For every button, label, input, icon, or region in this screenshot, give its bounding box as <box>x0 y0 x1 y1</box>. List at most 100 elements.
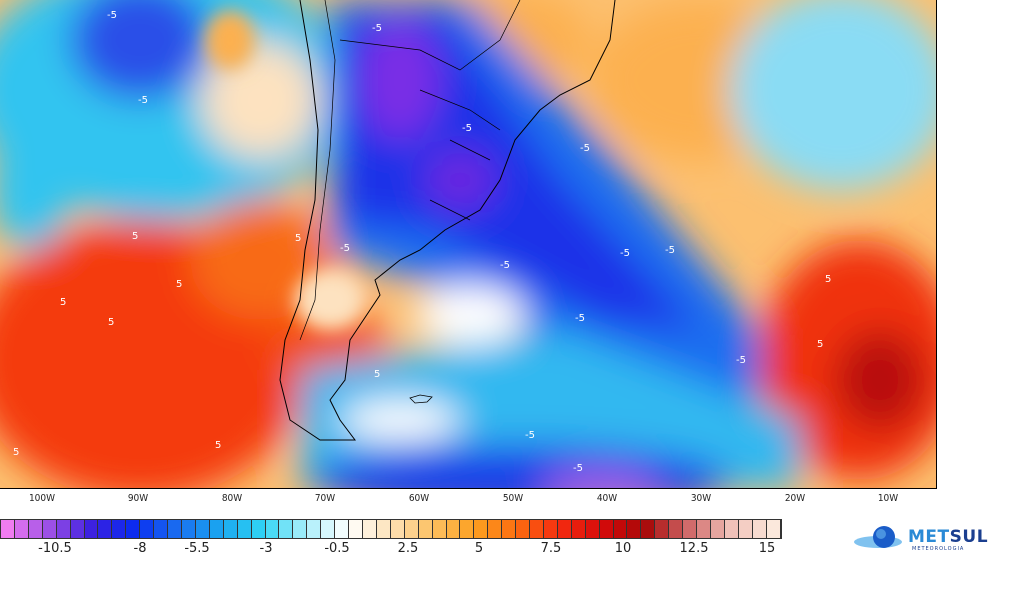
colorbar-swatch <box>1 520 15 538</box>
colorbar-swatch <box>42 520 57 538</box>
contour-label: -5 <box>736 355 746 366</box>
colorbar-swatch <box>28 520 43 538</box>
colorbar-tick-label: 5 <box>474 541 484 556</box>
colorbar-swatch <box>237 520 252 538</box>
contour-label: -5 <box>462 123 472 134</box>
colorbar-swatch <box>530 520 544 538</box>
colorbar-swatch <box>697 520 712 538</box>
contour-label: -5 <box>575 313 585 324</box>
country-borders <box>299 0 521 341</box>
contour-label: 5 <box>13 447 19 458</box>
colorbar-swatch <box>154 520 169 538</box>
longitude-label: 40W <box>596 493 618 504</box>
colorbar-tick-label: -3 <box>259 541 273 556</box>
colorbar-swatch <box>752 520 767 538</box>
colorbar-swatch <box>14 520 29 538</box>
colorbar-swatch <box>711 520 725 538</box>
colorbar-tick-label: -10.5 <box>38 541 72 556</box>
longitude-label: 100W <box>28 493 56 504</box>
colorbar-swatch <box>376 520 391 538</box>
falkland-islands <box>409 394 433 404</box>
colorbar-swatch <box>126 520 141 538</box>
colorbar-tick-label: 12.5 <box>679 541 709 556</box>
contour-label: -5 <box>138 95 148 106</box>
temperature-anomaly-map: -5 -5 -5 -5 -5 -5 -5 -5 -5 -5 -5 -5 -5 5 5 5 5 5 5 5 5 5 5 <box>0 0 937 489</box>
colorbar-swatch <box>683 520 698 538</box>
longitude-label: 10W <box>877 493 899 504</box>
longitude-label: 30W <box>690 493 712 504</box>
colorbar-swatch <box>349 520 363 538</box>
colorbar-tick-label: 10 <box>614 541 632 556</box>
contour-label: 5 <box>132 231 138 242</box>
colorbar-swatch <box>724 520 739 538</box>
contour-label: -5 <box>500 260 510 271</box>
logo-brand-met: MET <box>908 527 950 547</box>
colorbar-swatch <box>488 520 503 538</box>
south-america-coastline <box>279 0 616 441</box>
longitude-label: 90W <box>127 493 149 504</box>
contour-label: 5 <box>295 233 301 244</box>
colorbar-swatch <box>404 520 419 538</box>
colorbar-swatch <box>599 520 614 538</box>
colorbar-swatch <box>613 520 628 538</box>
logo-subtitle: METEOROLOGIA <box>912 546 965 552</box>
colorbar-swatch <box>432 520 447 538</box>
colorbar-swatch <box>362 520 377 538</box>
colorbar-swatch <box>195 520 210 538</box>
colorbar-swatch <box>669 520 684 538</box>
colorbar-swatch <box>766 520 781 538</box>
contour-label: -5 <box>340 243 350 254</box>
colorbar-swatch <box>585 520 600 538</box>
colorbar-swatch <box>738 520 753 538</box>
colorbar-swatch <box>168 520 182 538</box>
colorbar-swatch <box>418 520 433 538</box>
contour-label: 5 <box>825 274 831 285</box>
colorbar-swatch <box>140 520 155 538</box>
colorbar-swatch <box>223 520 238 538</box>
colorbar-tick-label: -5.5 <box>184 541 210 556</box>
colorbar-swatch <box>390 520 405 538</box>
longitude-label: 60W <box>408 493 430 504</box>
longitude-label: 20W <box>784 493 806 504</box>
colorbar-tick-label: 7.5 <box>540 541 562 556</box>
colorbar-swatch <box>279 520 294 538</box>
colorbar-swatch <box>460 520 475 538</box>
contour-label: -5 <box>620 248 630 259</box>
colorbar-swatch <box>557 520 572 538</box>
contour-label: 5 <box>176 279 182 290</box>
colorbar-swatch <box>543 520 558 538</box>
colorbar-swatch <box>265 520 280 538</box>
colorbar-swatch <box>627 520 642 538</box>
colorbar-swatch <box>251 520 266 538</box>
colorbar-swatch <box>181 520 196 538</box>
longitude-label: 80W <box>221 493 243 504</box>
colorbar-swatch <box>571 520 586 538</box>
colorbar-swatch <box>502 520 517 538</box>
metsul-logo: METSUL METEOROLOGIA <box>852 524 992 554</box>
contour-label: -5 <box>580 143 590 154</box>
longitude-label: 70W <box>314 493 336 504</box>
colorbar-swatch <box>209 520 224 538</box>
colorbar-swatch <box>516 520 531 538</box>
colorbar-tick-label: 15 <box>758 541 776 556</box>
colorbar-swatch <box>307 520 322 538</box>
globe-icon <box>854 526 902 548</box>
colorbar-swatch <box>641 520 656 538</box>
colorbar-swatch <box>321 520 336 538</box>
logo-brand-sul: SUL <box>949 527 989 547</box>
contour-label: -5 <box>665 245 675 256</box>
colorbar-swatch <box>293 520 308 538</box>
colorbar <box>0 519 782 539</box>
colorbar-swatch <box>655 520 670 538</box>
longitude-label: 50W <box>502 493 524 504</box>
contour-label: 5 <box>374 369 380 380</box>
colorbar-swatch <box>335 520 350 538</box>
colorbar-tick-label: 2.5 <box>397 541 419 556</box>
colorbar-swatch <box>98 520 113 538</box>
colorbar-tick-label: -0.5 <box>324 541 350 556</box>
colorbar-tick-label: -8 <box>133 541 147 556</box>
colorbar-swatch <box>446 520 461 538</box>
contour-label: -5 <box>573 463 583 474</box>
colorbar-swatch <box>112 520 127 538</box>
contour-label: 5 <box>817 339 823 350</box>
